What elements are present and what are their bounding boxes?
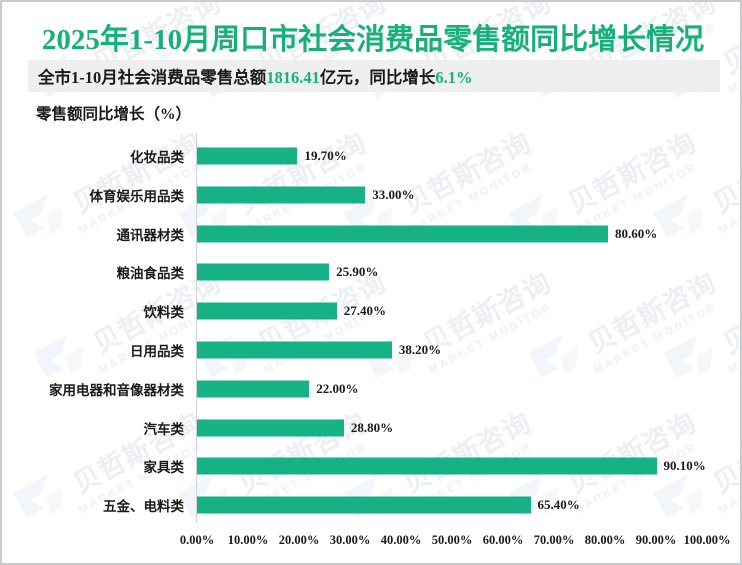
- bar-row: 家用电器和音像器材类 22.00%: [2, 370, 740, 408]
- bar-value-label: 80.60%: [615, 225, 658, 241]
- summary-middle: 亿元，同比增长: [319, 68, 436, 87]
- x-tick-label: 20.00%: [278, 533, 320, 547]
- bar[interactable]: [197, 496, 531, 514]
- x-tick-label: 70.00%: [533, 533, 575, 547]
- bar-value-label: 38.20%: [398, 342, 442, 357]
- category-label: 体育娱乐用品类: [89, 188, 185, 204]
- bar-value-label: 33.00%: [372, 186, 415, 202]
- category-label: 粮油食品类: [116, 266, 185, 282]
- bar-row: 化妆品类 19.70%: [2, 137, 740, 175]
- x-tick-label: 10.00%: [227, 533, 269, 547]
- category-label: 汽车类: [143, 421, 185, 437]
- category-label: 日用品类: [130, 344, 184, 359]
- category-label: 饮料类: [143, 305, 185, 321]
- summary-prefix: 全市1-10月社会消费品零售总额: [38, 68, 267, 87]
- bar[interactable]: [197, 186, 366, 204]
- bar[interactable]: [197, 341, 392, 359]
- category-label: 家具类: [143, 460, 185, 476]
- x-tick-label: 90.00%: [635, 533, 677, 547]
- bar[interactable]: [197, 380, 310, 398]
- summary-band: 全市1-10月社会消费品零售总额1816.41亿元，同比增长6.1%: [28, 60, 720, 92]
- bar-value-label: 28.80%: [350, 419, 394, 435]
- bar-value-label: 27.40%: [343, 303, 386, 319]
- bar-row: 体育娱乐用品类 33.00%: [2, 176, 740, 214]
- bar-value-label: 25.90%: [336, 264, 379, 280]
- x-tick-label: 50.00%: [431, 533, 473, 547]
- summary-text: 全市1-10月社会消费品零售总额1816.41亿元，同比增长6.1%: [28, 64, 473, 88]
- category-label: 化妆品类: [130, 150, 184, 165]
- bar[interactable]: [197, 457, 657, 475]
- bar-row: 汽车类 28.80%: [2, 409, 740, 447]
- bar-value-label: 90.10%: [663, 458, 706, 474]
- bar-row: 通讯器材类 80.60%: [2, 215, 740, 253]
- x-tick-label: 30.00%: [329, 533, 371, 547]
- summary-growth-value: 6.1%: [435, 68, 473, 87]
- category-label: 家用电器和音像器材类: [49, 382, 184, 398]
- x-tick-label: 0.00%: [179, 533, 215, 547]
- bar[interactable]: [197, 225, 609, 243]
- bar-row: 家具类 90.10%: [2, 447, 740, 485]
- category-label: 通讯器材类: [116, 227, 185, 243]
- bar[interactable]: [197, 263, 330, 281]
- bar[interactable]: [197, 419, 344, 437]
- bar-row: 日用品类 38.20%: [2, 331, 740, 369]
- x-tick-label: 40.00%: [380, 533, 422, 547]
- bar-value-label: 22.00%: [316, 380, 359, 396]
- x-tick-label: 60.00%: [482, 533, 524, 547]
- page-title: 2025年1-10月周口市社会消费品零售额同比增长情况: [41, 24, 705, 56]
- x-tick-label: 100.00%: [683, 533, 731, 547]
- x-tick-label: 80.00%: [584, 533, 626, 547]
- category-label: 五金、电料类: [103, 499, 184, 515]
- bar-row: 粮油食品类 25.90%: [2, 253, 740, 291]
- bar-value-label: 65.40%: [537, 497, 580, 513]
- bar-chart-plot: 化妆品类 19.70% 体育娱乐用品类 33.00% 通讯器材类 80.60% 粮油食品类 2…: [2, 133, 740, 533]
- value-axis-line: [196, 133, 197, 523]
- summary-total-value: 1816.41: [266, 68, 320, 87]
- chart-axis-title: 零售额同比增长（%）: [36, 106, 192, 123]
- bar-row: 饮料类 27.40%: [2, 292, 740, 330]
- bar-value-label: 19.70%: [304, 148, 347, 163]
- bar[interactable]: [197, 302, 337, 320]
- bar[interactable]: [197, 147, 298, 165]
- bar-row: 五金、电料类 65.40%: [2, 486, 740, 524]
- x-axis-ticks: 0.00% 10.00% 20.00% 30.00% 40.00% 50.00% 60.00…: [2, 533, 740, 555]
